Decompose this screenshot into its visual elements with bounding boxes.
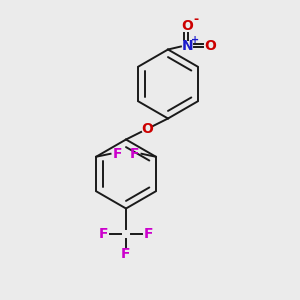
- Text: O: O: [141, 122, 153, 136]
- Text: O: O: [182, 19, 194, 33]
- Text: F: F: [112, 147, 122, 161]
- Text: O: O: [204, 40, 216, 53]
- Text: F: F: [99, 227, 108, 241]
- Text: +: +: [191, 35, 199, 45]
- Text: -: -: [193, 13, 199, 26]
- Text: F: F: [130, 147, 140, 161]
- Text: F: F: [121, 247, 131, 260]
- Text: F: F: [144, 227, 153, 241]
- Text: N: N: [182, 40, 193, 53]
